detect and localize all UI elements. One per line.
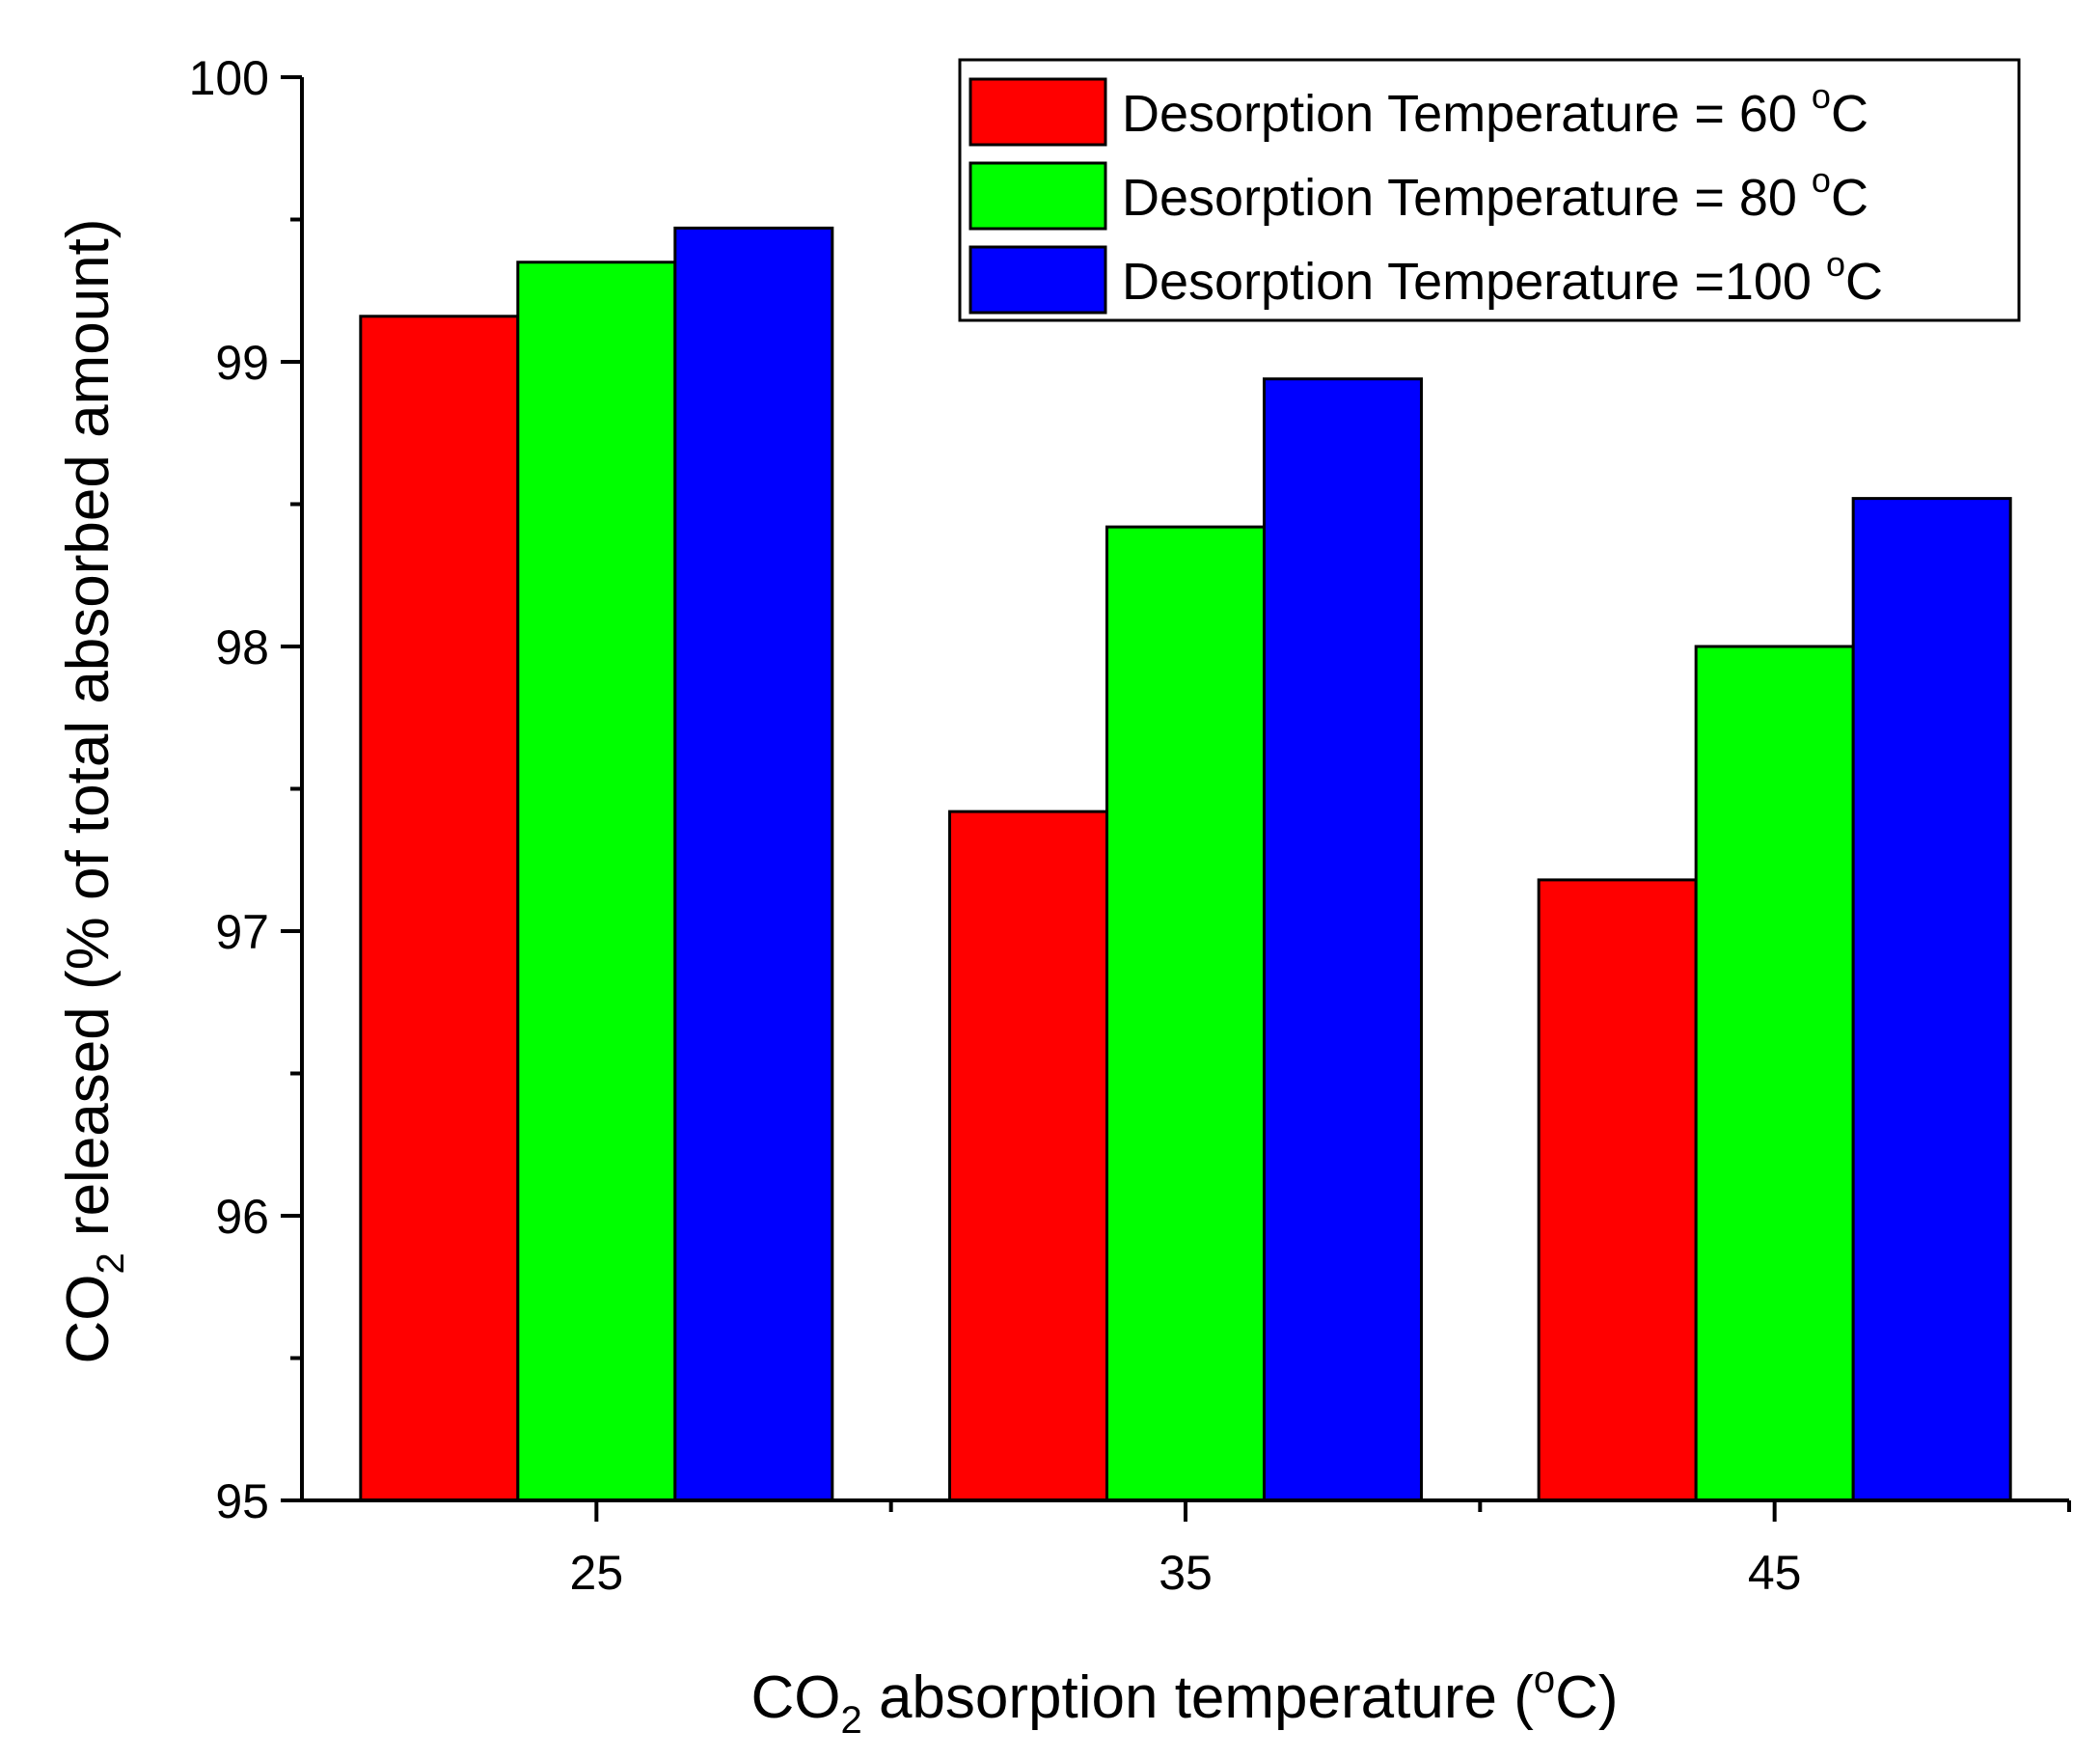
bar-45-series-2	[1694, 645, 1855, 1502]
y-tick-label: 98	[215, 620, 269, 674]
bar-45-series-3	[1851, 497, 2012, 1502]
x-axis-title: CO2 absorption temperature (oC)	[750, 1659, 1618, 1742]
bar-25-series-3	[673, 226, 834, 1502]
bar-25-series-2	[516, 261, 677, 1502]
x-tick-label: 45	[1748, 1546, 1802, 1600]
bar-25-series-1	[359, 315, 520, 1502]
x-tick-label: 25	[570, 1546, 624, 1600]
y-tick-label: 95	[215, 1474, 269, 1528]
bar-35-series-1	[948, 810, 1108, 1502]
bar-35-series-3	[1263, 377, 1423, 1502]
x-tick-label: 35	[1159, 1546, 1213, 1600]
bars-group	[359, 226, 2012, 1502]
bar-35-series-2	[1105, 525, 1266, 1502]
legend-swatch-series-1	[968, 77, 1107, 147]
y-axis-title: CO2 released (% of total absorbed amount…	[55, 218, 132, 1363]
legend-label-series-1: Desorption Temperature = 60 oC	[1122, 76, 1868, 143]
y-tick-label: 100	[189, 51, 269, 105]
legend: Desorption Temperature = 60 oC Desorption…	[958, 58, 2021, 322]
legend-frame	[958, 58, 2021, 322]
y-tick-label: 96	[215, 1190, 269, 1244]
bar-45-series-1	[1537, 878, 1698, 1502]
y-tick-label: 99	[215, 336, 269, 390]
axes-group: 95 96 97 98 99 100 25 35 45	[189, 51, 2071, 1600]
legend-label-series-3: Desorption Temperature =100 oC	[1122, 244, 1883, 311]
legend-swatch-series-2	[968, 161, 1107, 231]
y-tick-label: 97	[215, 905, 269, 959]
legend-label-series-2: Desorption Temperature = 80 oC	[1122, 160, 1868, 227]
legend-swatch-series-3	[968, 245, 1107, 315]
